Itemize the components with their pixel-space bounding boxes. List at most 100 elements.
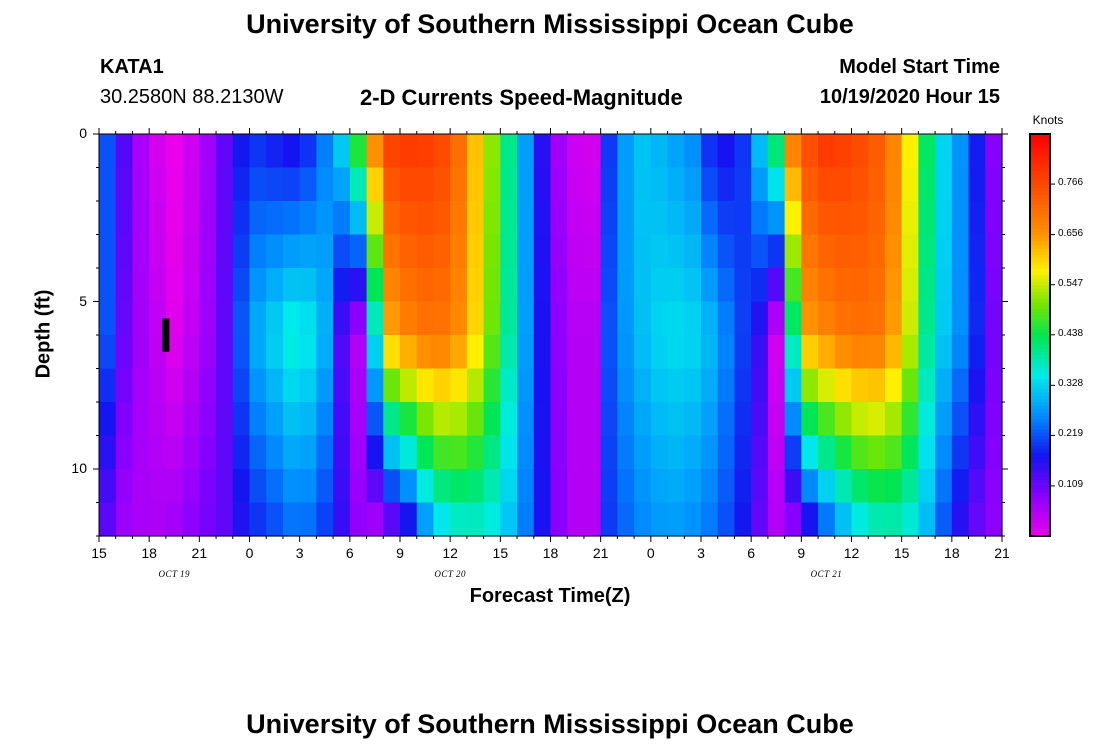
colorbar-segment (1030, 385, 1050, 390)
heatmap-cell (249, 301, 267, 336)
heatmap-cell (199, 167, 217, 202)
heatmap-cell (968, 234, 986, 269)
heatmap-cell (600, 335, 618, 370)
heatmap-cell (333, 402, 351, 437)
heatmap-cell (667, 268, 685, 303)
heatmap-cell (517, 301, 535, 336)
heatmap-cell (282, 268, 301, 303)
heatmap-cell (165, 335, 184, 370)
heatmap-cell (851, 402, 869, 437)
heatmap-cell (650, 167, 669, 202)
heatmap-cell (450, 368, 468, 403)
colorbar-segment (1030, 177, 1050, 182)
heatmap-cell (985, 201, 1003, 236)
heatmap-cell (533, 335, 552, 370)
heatmap-cell (884, 234, 903, 269)
colorbar-segment (1030, 482, 1050, 487)
heatmap-cell (550, 301, 568, 336)
heatmap-cell (349, 201, 368, 236)
heatmap-cell (299, 402, 317, 437)
heatmap-cell (550, 201, 568, 236)
heatmap-cell (617, 368, 635, 403)
colorbar-segment (1030, 519, 1050, 524)
heatmap-cell (533, 268, 552, 303)
heatmap-cell (333, 234, 351, 269)
heatmap-cell (383, 435, 401, 470)
colorbar-segment (1030, 505, 1050, 510)
heatmap-cell (349, 268, 368, 303)
colorbar-tick-label: 0.656 (1058, 227, 1084, 239)
heatmap-cell (567, 435, 585, 470)
colorbar-segment (1030, 221, 1050, 226)
heatmap-cell (801, 268, 819, 303)
colorbar-segment (1030, 358, 1050, 363)
heatmap-cell (517, 234, 535, 269)
heatmap-cell (868, 201, 886, 236)
heatmap-cell (165, 368, 184, 403)
heatmap-cell (684, 234, 702, 269)
colorbar-segment (1030, 335, 1050, 339)
heatmap-cell (165, 167, 184, 202)
colorbar-segment (1030, 351, 1050, 356)
x-tick-label: 0 (245, 545, 254, 561)
colorbar-segment (1030, 147, 1050, 152)
heatmap-cell (701, 268, 719, 303)
x-tick-label: 3 (697, 545, 705, 561)
colorbar-segment (1030, 438, 1050, 443)
colorbar-tick-label: 0.438 (1058, 327, 1084, 339)
heatmap-cell (483, 301, 501, 336)
colorbar-segment (1030, 241, 1050, 246)
heatmap-cell (617, 167, 635, 202)
heatmap-cell (784, 268, 802, 303)
heatmap-cell (182, 469, 200, 504)
heatmap-cell (400, 368, 418, 403)
heatmap-cell (550, 435, 568, 470)
heatmap-cell (784, 167, 802, 202)
heatmap-cell (132, 335, 150, 370)
heatmap-cell (784, 469, 802, 504)
heatmap-cell (884, 368, 903, 403)
heatmap-cell (466, 201, 485, 236)
station-marker (162, 318, 170, 352)
heatmap-cell (650, 335, 669, 370)
heatmap-cell (550, 234, 568, 269)
heatmap-cell (383, 335, 401, 370)
heatmap-cell (717, 234, 736, 269)
heatmap-cell (299, 167, 317, 202)
heatmap-cell (132, 301, 150, 336)
colorbar-segment (1030, 254, 1050, 259)
heatmap-cell (550, 368, 568, 403)
heatmap-cell (734, 435, 752, 470)
heatmap-cell (583, 469, 602, 504)
heatmap-cell (617, 268, 635, 303)
heatmap-cell (600, 402, 618, 437)
heatmap-cell (533, 469, 552, 504)
heatmap-cell (951, 335, 970, 370)
heatmap-cell (416, 301, 435, 336)
heatmap-cell (450, 268, 468, 303)
heatmap-cell (232, 435, 251, 470)
heatmap-cell (918, 402, 936, 437)
colorbar-segment (1030, 529, 1050, 534)
heatmap-cell (316, 502, 334, 537)
x-tick-label: 12 (843, 545, 860, 561)
heatmap-cell (182, 368, 200, 403)
heatmap-cell (366, 234, 384, 269)
colorbar-segment (1030, 408, 1050, 413)
heatmap-cell (784, 335, 802, 370)
heatmap-cell (801, 435, 819, 470)
heatmap-cell (667, 335, 685, 370)
heatmap-cell (299, 502, 317, 537)
heatmap-cell (717, 134, 736, 169)
heatmap-cell (901, 301, 919, 336)
heatmap-cell (115, 167, 134, 202)
heatmap-cell (216, 234, 234, 269)
x-tick-label: 21 (994, 545, 1010, 561)
heatmap-cell (517, 435, 535, 470)
heatmap-cell (483, 268, 501, 303)
heatmap-cell (935, 368, 953, 403)
colorbar-segment (1030, 371, 1050, 376)
heatmap-cell (667, 435, 685, 470)
colorbar-segment (1030, 217, 1050, 222)
y-tick-label: 5 (79, 292, 87, 309)
